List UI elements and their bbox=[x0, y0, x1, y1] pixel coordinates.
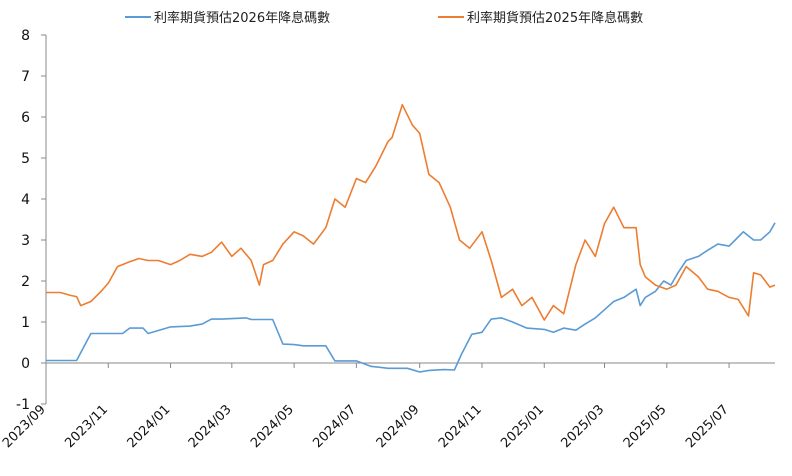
x-tick-label: 2024/09 bbox=[374, 402, 423, 451]
y-tick-label: 2 bbox=[21, 274, 30, 290]
x-axis: 2023/09 2023/11 2024/01 2024/03 2024/05 2024/… bbox=[0, 362, 775, 451]
x-tick-label: 2025/07 bbox=[683, 402, 732, 451]
x-tick-label: 2024/11 bbox=[436, 402, 485, 451]
x-tick-label: 2025/01 bbox=[498, 402, 547, 451]
x-tick-label: 2024/01 bbox=[125, 402, 174, 451]
legend: 利率期貨預估2026年降息碼數 利率期貨預估2025年降息碼數 bbox=[125, 10, 643, 26]
y-tick-label: 6 bbox=[21, 110, 30, 126]
y-tick-label: 4 bbox=[21, 192, 30, 208]
y-tick-label: 7 bbox=[21, 69, 30, 85]
y-tick-label: 8 bbox=[21, 28, 30, 44]
y-tick-label: 3 bbox=[21, 233, 30, 249]
x-tick-label: 2024/03 bbox=[186, 402, 235, 451]
y-tick-label: -1 bbox=[16, 397, 30, 413]
series-line-2 bbox=[46, 103, 776, 321]
x-tick-label: 2025/05 bbox=[621, 402, 670, 451]
y-axis: -1 0 1 2 3 4 5 6 7 8 bbox=[16, 28, 47, 413]
plot-area bbox=[46, 103, 776, 373]
x-tick-label: 2024/05 bbox=[248, 402, 297, 451]
legend-label: 利率期貨預估2025年降息碼數 bbox=[467, 10, 643, 26]
y-tick-label: 5 bbox=[21, 151, 30, 167]
x-tick-label: 2023/11 bbox=[62, 402, 111, 451]
y-tick-label: 1 bbox=[21, 315, 30, 331]
series-line-1 bbox=[46, 222, 776, 373]
legend-label: 利率期貨預估2026年降息碼數 bbox=[154, 10, 330, 26]
y-tick-label: 0 bbox=[21, 356, 30, 372]
x-tick-label: 2025/03 bbox=[559, 402, 608, 451]
x-tick-label: 2024/07 bbox=[310, 402, 359, 451]
